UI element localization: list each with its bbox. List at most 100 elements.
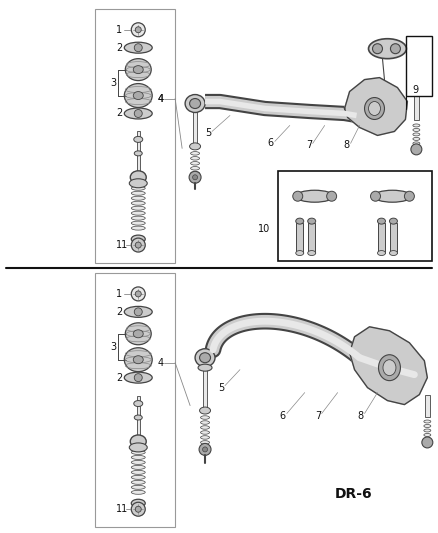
Ellipse shape (185, 94, 205, 112)
Polygon shape (345, 78, 407, 135)
Text: DR-6: DR-6 (335, 487, 372, 501)
Ellipse shape (364, 98, 385, 119)
Ellipse shape (125, 59, 151, 80)
Ellipse shape (296, 251, 304, 255)
Circle shape (372, 44, 382, 54)
Ellipse shape (131, 226, 145, 230)
Ellipse shape (389, 218, 397, 224)
Ellipse shape (131, 450, 145, 455)
Ellipse shape (131, 480, 145, 484)
Text: 8: 8 (357, 410, 364, 421)
Ellipse shape (413, 138, 420, 140)
Ellipse shape (190, 143, 201, 150)
Circle shape (193, 175, 198, 180)
Text: 5: 5 (205, 128, 211, 139)
Text: 10: 10 (258, 224, 270, 234)
Ellipse shape (296, 218, 304, 224)
Circle shape (189, 171, 201, 183)
Ellipse shape (378, 251, 385, 255)
Ellipse shape (201, 441, 209, 444)
Ellipse shape (124, 42, 152, 53)
Ellipse shape (133, 66, 143, 74)
Text: 3: 3 (110, 78, 117, 87)
Ellipse shape (368, 39, 406, 59)
Ellipse shape (131, 486, 145, 489)
Text: 11: 11 (117, 240, 129, 250)
Ellipse shape (378, 218, 385, 224)
Text: 6: 6 (280, 410, 286, 421)
Circle shape (371, 191, 381, 201)
Text: 1: 1 (117, 289, 123, 299)
Circle shape (327, 191, 337, 201)
Ellipse shape (124, 306, 152, 317)
Circle shape (411, 144, 422, 155)
Ellipse shape (413, 142, 420, 145)
Ellipse shape (131, 216, 145, 220)
Circle shape (404, 191, 414, 201)
Text: 7: 7 (314, 410, 321, 421)
Text: 4: 4 (157, 93, 163, 103)
Circle shape (131, 238, 145, 252)
Ellipse shape (124, 348, 152, 372)
Bar (390, 223, 397, 253)
Text: 1: 1 (117, 25, 123, 35)
Text: 4: 4 (157, 358, 163, 368)
Ellipse shape (308, 218, 316, 224)
Ellipse shape (190, 99, 201, 109)
Ellipse shape (201, 431, 209, 434)
Bar (378, 223, 385, 253)
Ellipse shape (134, 401, 143, 407)
Ellipse shape (201, 416, 209, 419)
Circle shape (293, 191, 303, 201)
Polygon shape (350, 327, 427, 405)
Ellipse shape (191, 161, 200, 165)
Ellipse shape (130, 171, 146, 184)
Ellipse shape (129, 179, 147, 188)
Bar (203, 358, 207, 408)
Text: 9: 9 (413, 85, 419, 94)
Circle shape (134, 374, 142, 382)
Ellipse shape (131, 196, 145, 200)
Ellipse shape (308, 251, 316, 255)
Ellipse shape (424, 433, 431, 437)
Ellipse shape (201, 426, 209, 429)
Bar (308, 223, 315, 253)
Ellipse shape (131, 201, 145, 205)
Ellipse shape (413, 133, 420, 136)
Ellipse shape (124, 372, 152, 383)
Bar (406, 36, 432, 95)
Circle shape (131, 502, 145, 516)
Ellipse shape (134, 136, 143, 142)
Ellipse shape (133, 330, 143, 338)
Text: 8: 8 (343, 140, 350, 150)
Ellipse shape (195, 349, 215, 367)
Text: 6: 6 (268, 139, 274, 148)
Ellipse shape (131, 475, 145, 479)
Ellipse shape (131, 499, 145, 507)
Ellipse shape (374, 190, 411, 202)
Circle shape (135, 27, 141, 33)
Text: 2: 2 (117, 109, 123, 118)
Ellipse shape (413, 124, 420, 127)
Ellipse shape (131, 186, 145, 190)
Bar (414, 95, 419, 120)
Ellipse shape (124, 108, 152, 119)
Ellipse shape (413, 128, 420, 132)
Circle shape (131, 287, 145, 301)
Ellipse shape (383, 360, 396, 376)
Ellipse shape (130, 435, 146, 448)
Circle shape (390, 44, 400, 54)
Bar (95, 273, 175, 527)
Circle shape (199, 443, 211, 455)
Ellipse shape (378, 355, 400, 381)
Circle shape (135, 242, 141, 248)
Ellipse shape (131, 455, 145, 459)
Circle shape (134, 109, 142, 117)
Bar (137, 395, 140, 439)
Text: 7: 7 (306, 140, 312, 150)
Ellipse shape (389, 251, 397, 255)
Ellipse shape (133, 92, 143, 100)
Ellipse shape (424, 429, 431, 432)
Ellipse shape (424, 424, 431, 427)
Ellipse shape (131, 490, 145, 494)
